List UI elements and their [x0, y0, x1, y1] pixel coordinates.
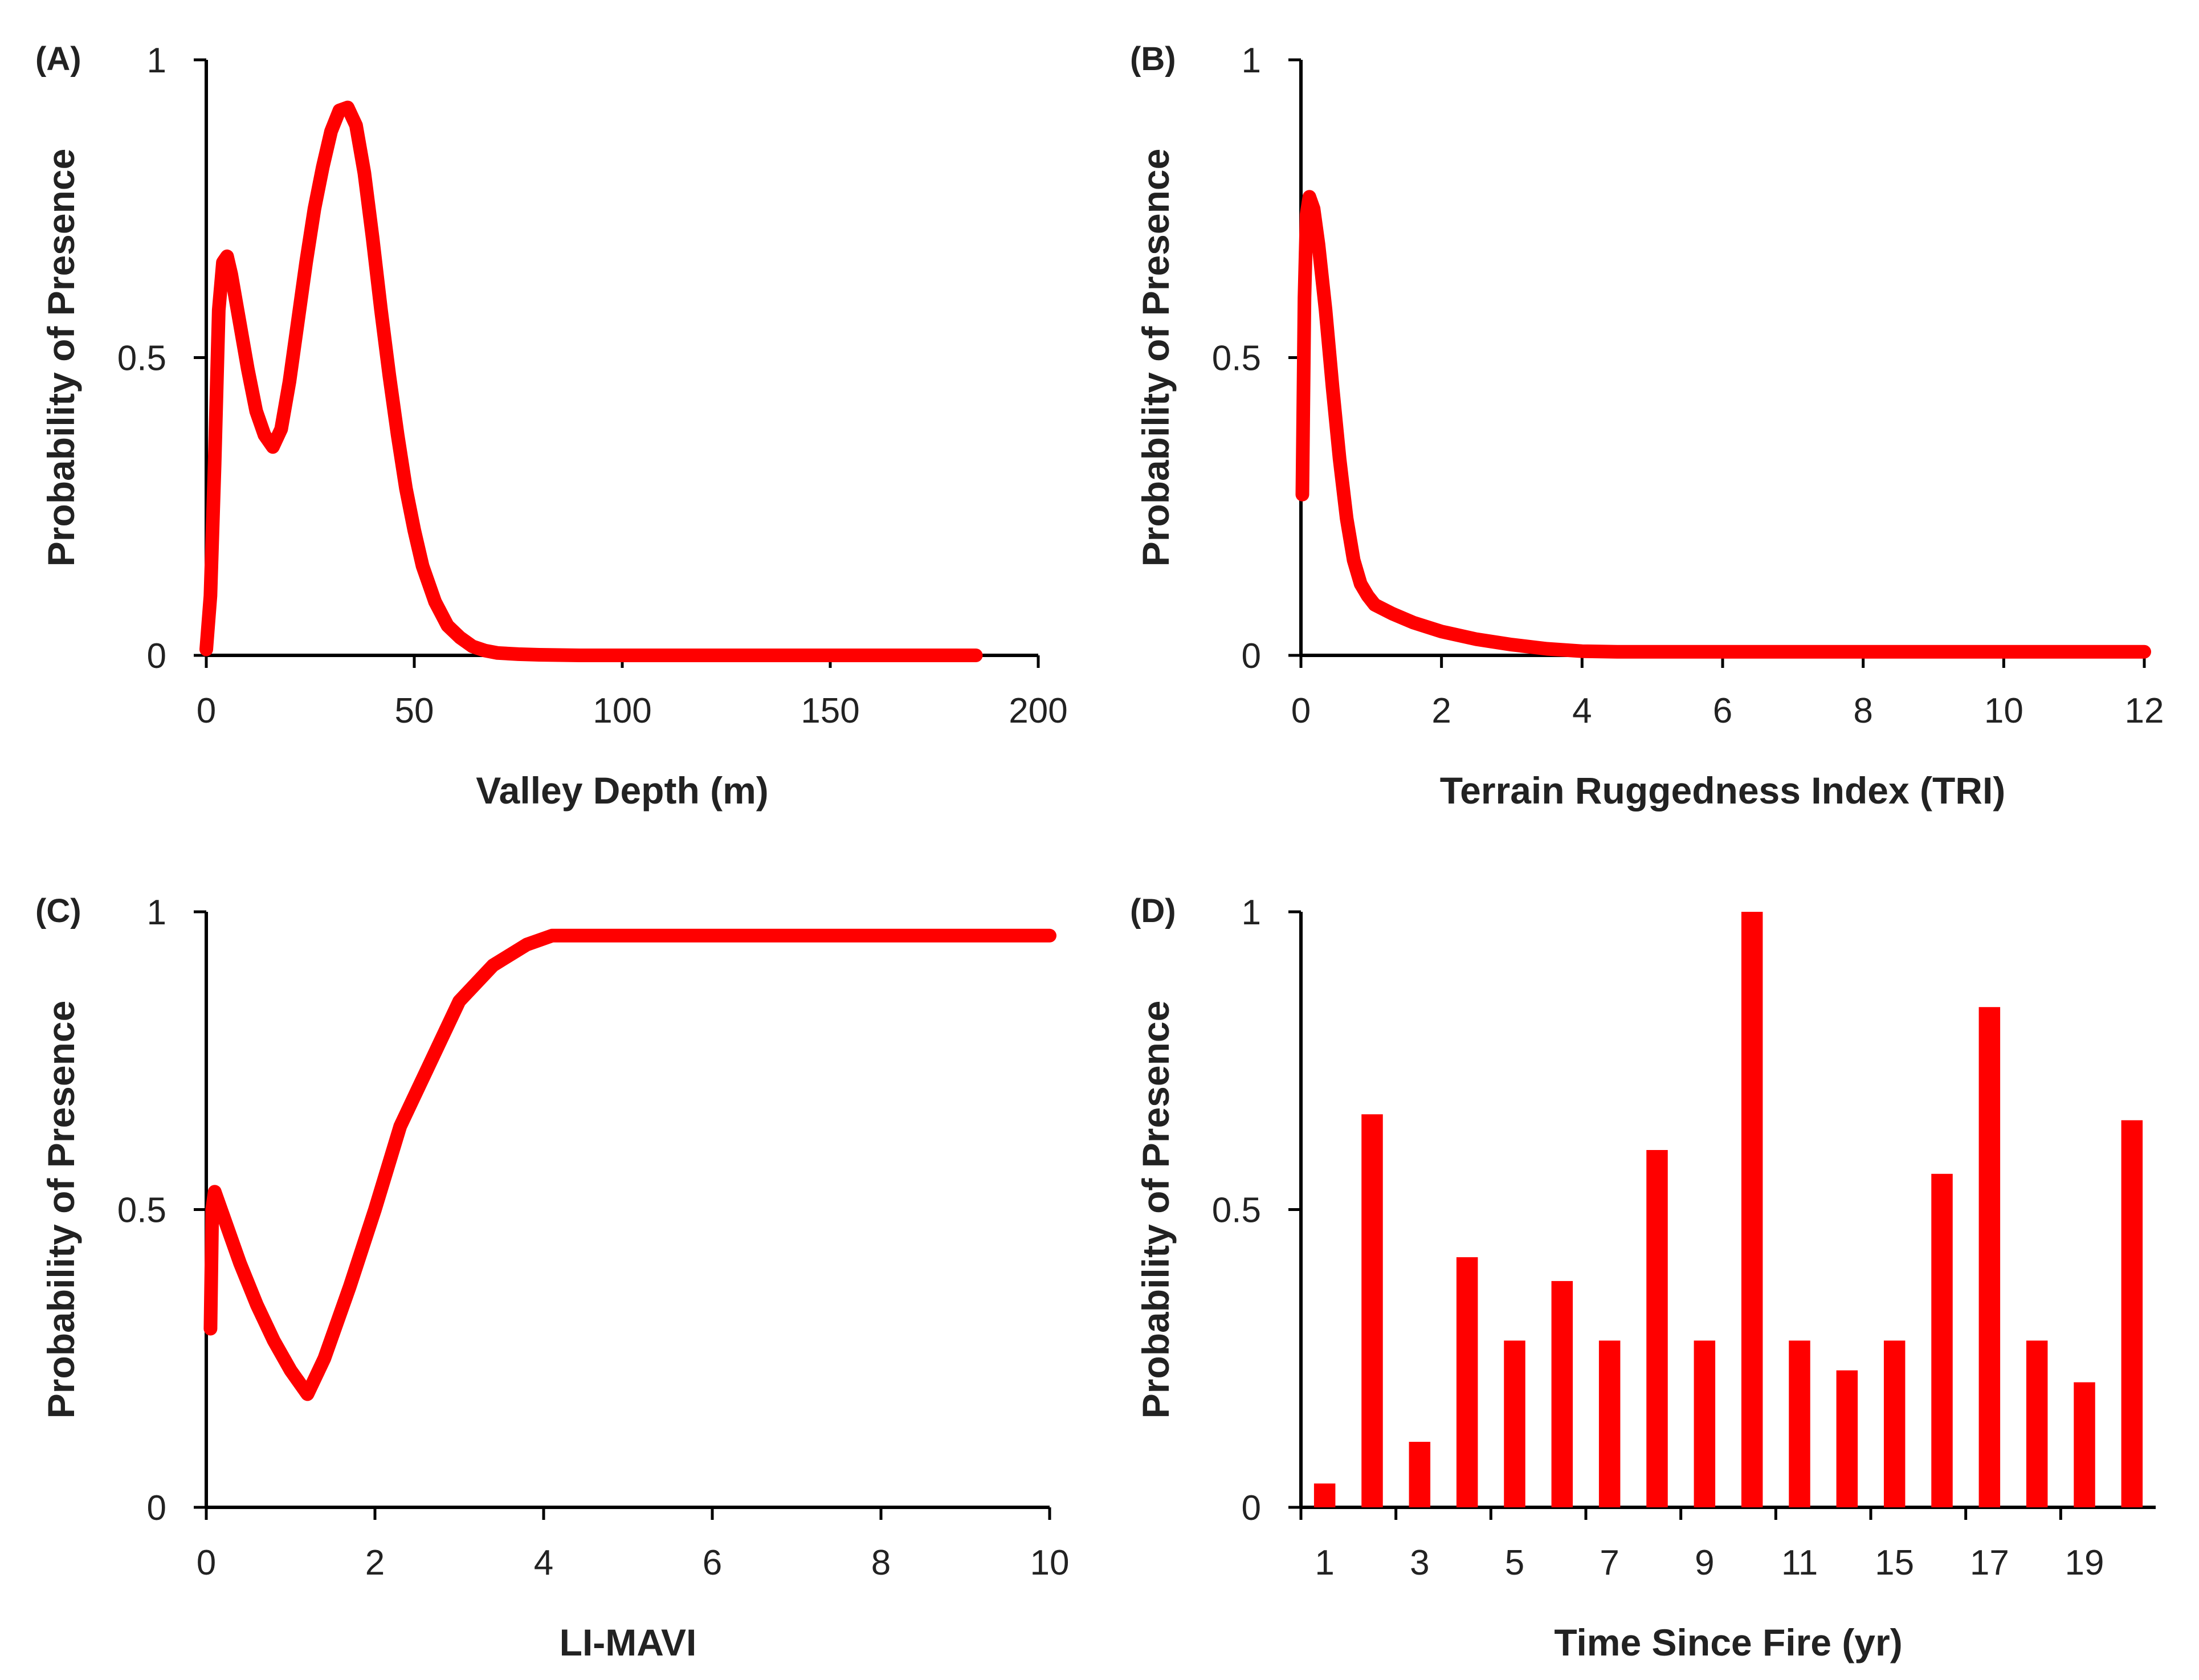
panel-b-x-tick-label: 8	[1853, 691, 1872, 731]
panel-a-y-tick-label: 0.5	[117, 339, 166, 378]
panel-b-x-tick-label: 2	[1431, 691, 1451, 731]
panel-a-x-tick-label: 200	[1009, 691, 1067, 731]
panel-d-bar-4	[1456, 1257, 1478, 1507]
panel-c-x-tick-label: 8	[871, 1543, 891, 1583]
panel-d-y-tick-label: 0	[1242, 1489, 1261, 1528]
panel-d-y-tick-label: 0.5	[1212, 1191, 1261, 1230]
panel-d-bar-15	[1883, 1340, 1906, 1507]
panel-b-y-axis-title: Probability of Presence	[1135, 149, 1177, 567]
panel-d-x-tick-label: 1	[1315, 1543, 1334, 1583]
panel-a-y-tick-label: 1	[147, 41, 166, 80]
panel-d-bar-20	[2121, 1120, 2143, 1507]
panel-d-bar-18	[2026, 1340, 2048, 1507]
panel-c-x-tick-label: 10	[1030, 1543, 1070, 1583]
panel-c-y-tick-label: 1	[147, 893, 166, 932]
panel-d-bar-19	[2074, 1382, 2095, 1507]
panel-c-x-axis-title: LI-MAVI	[560, 1621, 697, 1663]
panel-d-x-tick-label: 3	[1410, 1543, 1429, 1583]
panel-d-bar-2	[1361, 1114, 1383, 1507]
panel-c-x-tick-label: 6	[703, 1543, 722, 1583]
panel-a-y-tick-label: 0	[147, 637, 166, 676]
panel-d-bar-8	[1646, 1150, 1668, 1507]
panel-a-label: (A)	[35, 40, 81, 78]
panel-b-x-tick-label: 6	[1713, 691, 1732, 731]
panel-d-x-tick-label: 5	[1505, 1543, 1524, 1583]
panel-d-bar-5	[1504, 1340, 1525, 1507]
panel-d-x-tick-label: 7	[1600, 1543, 1619, 1583]
panel-d-y-tick-label: 1	[1242, 893, 1261, 932]
panel-a-x-tick-label: 100	[593, 691, 651, 731]
panel-d-y-axis-title: Probability of Presence	[1135, 1001, 1177, 1419]
panel-a-x-tick-label: 50	[395, 691, 434, 731]
panel-d-x-axis-title: Time Since Fire (yr)	[1554, 1621, 1902, 1663]
panel-a-x-axis-title: Valley Depth (m)	[476, 769, 768, 812]
panel-a-y-axis-title: Probability of Presence	[40, 149, 82, 567]
panel-c-y-tick-label: 0.5	[117, 1191, 166, 1230]
panel-d-bar-13	[1836, 1370, 1858, 1507]
panel-b-x-axis-title: Terrain Ruggedness Index (TRI)	[1440, 769, 2006, 812]
panel-b-label: (B)	[1130, 40, 1176, 78]
panel-b-y-tick-label: 0.5	[1212, 339, 1261, 378]
panel-b-x-tick-label: 12	[2125, 691, 2164, 731]
panel-c-x-tick-label: 4	[534, 1543, 553, 1583]
panel-d-bar-7	[1598, 1340, 1621, 1507]
panel-d-x-tick-label: 15	[1875, 1543, 1914, 1583]
panel-d-x-tick-label: 9	[1695, 1543, 1714, 1583]
panel-d-bar-6	[1551, 1281, 1573, 1507]
panel-b-y-tick-label: 0	[1242, 637, 1261, 676]
panel-d-bar-3	[1409, 1442, 1431, 1507]
panel-a-x-tick-label: 0	[197, 691, 216, 731]
panel-d-x-tick-label: 11	[1781, 1543, 1818, 1583]
panel-a-series-line	[199, 100, 983, 662]
panel-c-x-tick-label: 0	[197, 1543, 216, 1583]
panel-d-bar-1	[1313, 1483, 1336, 1507]
panel-b-y-tick-label: 1	[1242, 41, 1261, 80]
panel-d-bar-9	[1694, 1340, 1716, 1507]
panel-b-x-tick-label: 10	[1984, 691, 2023, 731]
panel-b-x-tick-label: 4	[1572, 691, 1592, 731]
panel-c-series-line	[203, 928, 1056, 1401]
panel-d-bar-10	[1741, 912, 1763, 1507]
panel-b-series-line	[1295, 190, 2151, 659]
panel-d-label: (D)	[1130, 892, 1176, 929]
panel-c-y-axis-title: Probability of Presence	[40, 1001, 82, 1419]
panel-b-x-tick-label: 0	[1291, 691, 1311, 731]
panel-d-bar-11	[1789, 1340, 1810, 1507]
panel-d-x-tick-label: 19	[2065, 1543, 2104, 1583]
panel-d-x-tick-label: 17	[1970, 1543, 2009, 1583]
panel-c-x-tick-label: 2	[365, 1543, 385, 1583]
panel-d-bar-17	[1978, 1007, 2001, 1507]
panel-d-bar-16	[1931, 1173, 1953, 1507]
panel-c-label: (C)	[35, 892, 81, 929]
panel-c-y-tick-label: 0	[147, 1489, 166, 1528]
panel-a-x-tick-label: 150	[801, 691, 859, 731]
